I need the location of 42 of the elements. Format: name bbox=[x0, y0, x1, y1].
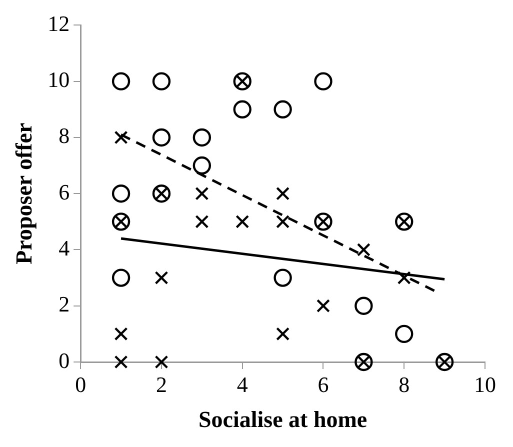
point bbox=[395, 324, 414, 344]
x-tick-label: 0 bbox=[75, 372, 86, 397]
point bbox=[276, 327, 290, 341]
point bbox=[354, 296, 373, 315]
point bbox=[112, 268, 130, 287]
point bbox=[274, 268, 292, 287]
point bbox=[152, 128, 171, 147]
point bbox=[276, 214, 290, 228]
point bbox=[274, 100, 292, 118]
point bbox=[233, 100, 252, 118]
point bbox=[276, 186, 290, 200]
y-tick-label: 6 bbox=[58, 179, 70, 204]
point bbox=[397, 271, 411, 285]
point bbox=[316, 299, 330, 313]
y-tick-label: 10 bbox=[48, 67, 70, 92]
point bbox=[152, 72, 171, 90]
x-tick-label: 10 bbox=[474, 372, 496, 397]
x-tick-label: 6 bbox=[318, 372, 329, 397]
y-tick-label: 0 bbox=[58, 348, 70, 373]
point bbox=[314, 72, 332, 90]
x-tick-label: 8 bbox=[398, 372, 410, 397]
x-tick-label: 2 bbox=[156, 372, 167, 397]
point bbox=[192, 156, 212, 175]
point bbox=[154, 355, 168, 369]
x-tick-label: 4 bbox=[236, 372, 248, 397]
point bbox=[195, 186, 209, 200]
point bbox=[112, 184, 130, 203]
point bbox=[356, 242, 370, 256]
y-tick-label: 4 bbox=[58, 236, 70, 261]
point bbox=[192, 128, 212, 147]
y-axis-title: Proposer offer bbox=[12, 122, 37, 264]
point bbox=[195, 214, 209, 228]
point bbox=[154, 271, 168, 285]
point bbox=[114, 355, 128, 369]
point bbox=[114, 327, 128, 341]
y-tick-label: 2 bbox=[58, 292, 70, 317]
point bbox=[236, 214, 250, 228]
x-axis-title: Socialise at home bbox=[198, 407, 368, 432]
y-tick-label: 8 bbox=[58, 123, 70, 148]
y-tick-label: 12 bbox=[48, 10, 70, 36]
point bbox=[114, 130, 128, 144]
point bbox=[112, 72, 130, 90]
